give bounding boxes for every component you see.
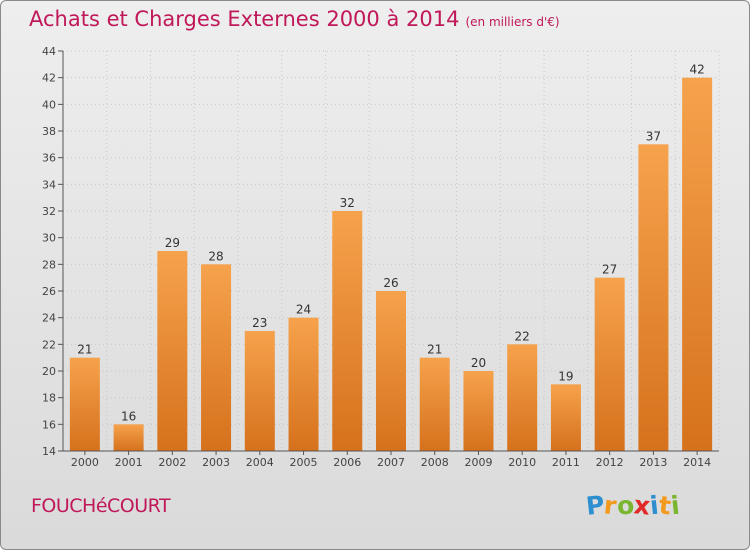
town-name: FOUCHéCOURT bbox=[31, 495, 171, 517]
x-tick-label: 2010 bbox=[508, 456, 536, 469]
bar bbox=[113, 424, 144, 451]
x-tick-label: 2004 bbox=[246, 456, 274, 469]
x-tick-label: 2000 bbox=[71, 456, 99, 469]
bar bbox=[638, 144, 669, 452]
y-tick-label: 18 bbox=[42, 392, 56, 405]
bar bbox=[550, 384, 581, 451]
bar bbox=[507, 344, 538, 451]
proxiti-logo: Proxiti bbox=[585, 490, 681, 521]
chart-title: Achats et Charges Externes 2000 à 2014 (e… bbox=[29, 7, 560, 31]
y-tick-label: 32 bbox=[42, 205, 56, 218]
x-tick-label: 2003 bbox=[202, 456, 230, 469]
value-label: 42 bbox=[689, 63, 704, 77]
x-tick-label: 2014 bbox=[683, 456, 711, 469]
logo-letter: i bbox=[669, 490, 681, 521]
bar bbox=[201, 264, 232, 451]
x-tick-label: 2009 bbox=[464, 456, 492, 469]
y-tick-label: 30 bbox=[42, 232, 56, 245]
bar bbox=[682, 77, 713, 452]
y-tick-label: 36 bbox=[42, 152, 56, 165]
y-tick-label: 26 bbox=[42, 285, 56, 298]
chart-subtitle: (en milliers d'€) bbox=[465, 15, 560, 29]
x-tick-label: 2006 bbox=[333, 456, 361, 469]
value-label: 21 bbox=[77, 343, 92, 357]
value-label: 28 bbox=[208, 249, 223, 263]
bar bbox=[288, 317, 319, 451]
x-tick-label: 2007 bbox=[377, 456, 405, 469]
axes: 14 16 18 20 22 24 26 28 30 32 34 36 38 40 42 44 2000 2001… bbox=[42, 45, 719, 469]
bar bbox=[376, 291, 406, 451]
y-tick-label: 22 bbox=[42, 338, 56, 351]
x-tick-label: 2001 bbox=[115, 456, 143, 469]
bar bbox=[244, 331, 275, 451]
x-tick-label: 2013 bbox=[639, 456, 667, 469]
x-tick-label: 2011 bbox=[552, 456, 580, 469]
y-tick-label: 16 bbox=[42, 418, 56, 431]
value-label: 26 bbox=[383, 276, 398, 290]
bars: 21 16 29 28 23 24 32 26 21 20 22 19 27 37 42 bbox=[69, 63, 713, 452]
x-tick-label: 2008 bbox=[421, 456, 449, 469]
value-label: 23 bbox=[252, 316, 267, 330]
value-label: 37 bbox=[646, 129, 661, 143]
value-label: 16 bbox=[121, 409, 136, 423]
y-tick-label: 42 bbox=[42, 72, 56, 85]
bar bbox=[69, 357, 100, 451]
bar bbox=[332, 211, 363, 451]
value-label: 24 bbox=[296, 303, 311, 317]
value-label: 32 bbox=[340, 196, 355, 210]
value-label: 20 bbox=[471, 356, 486, 370]
y-tick-label: 14 bbox=[42, 445, 56, 458]
y-tick-label: 24 bbox=[42, 312, 56, 325]
x-tick-label: 2012 bbox=[596, 456, 624, 469]
y-tick-label: 40 bbox=[42, 98, 56, 111]
value-label: 19 bbox=[558, 369, 573, 383]
value-label: 29 bbox=[165, 236, 180, 250]
y-tick-label: 28 bbox=[42, 258, 56, 271]
value-label: 27 bbox=[602, 263, 617, 277]
bar bbox=[419, 357, 450, 451]
y-tick-label: 20 bbox=[42, 365, 56, 378]
y-tick-label: 34 bbox=[42, 178, 56, 191]
value-label: 21 bbox=[427, 343, 442, 357]
x-tick-label: 2005 bbox=[290, 456, 318, 469]
x-tick-label: 2002 bbox=[158, 456, 186, 469]
bar bbox=[157, 251, 188, 451]
chart-title-text: Achats et Charges Externes 2000 à 2014 bbox=[29, 7, 460, 31]
y-tick-label: 44 bbox=[42, 45, 56, 58]
bar bbox=[463, 371, 494, 451]
y-tick-label: 38 bbox=[42, 125, 56, 138]
bar bbox=[594, 277, 625, 451]
value-label: 22 bbox=[515, 329, 530, 343]
